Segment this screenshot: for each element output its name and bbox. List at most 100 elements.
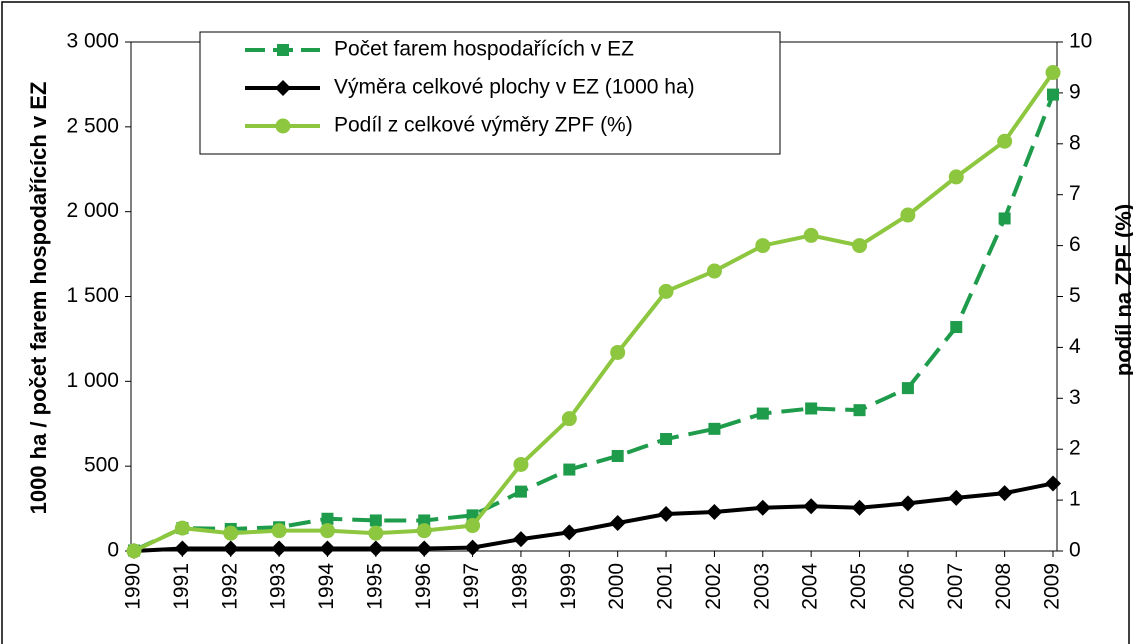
marker [319,540,336,557]
marker [369,514,382,527]
marker [174,540,191,557]
marker [852,238,868,254]
marker [416,540,433,557]
x-tick-label: 1996 [412,563,435,610]
marker [275,118,291,134]
marker [706,503,723,520]
legend-label: Počet farem hospodařících v EZ [334,38,634,61]
marker [277,44,289,56]
x-tick-label: 1999 [557,563,580,610]
x-tick-label: 1998 [508,563,531,610]
marker [996,485,1013,502]
y-tick-label: 3 000 [66,30,119,53]
marker [561,411,577,427]
y2-tick-label: 4 [1069,335,1081,358]
y2-axis-label: podíl na ZPF (%) [1111,204,1133,376]
x-tick-label: 2008 [992,563,1015,610]
y2-tick-label: 10 [1069,30,1092,53]
marker [466,509,479,522]
marker [275,80,291,96]
x-tick-label: 1992 [218,563,241,610]
x-tick-label: 1993 [267,563,290,610]
marker [756,407,769,420]
marker [321,512,334,525]
marker [803,498,820,515]
y-tick-label: 1 500 [66,284,119,307]
marker [223,525,239,541]
y-axis-label: 1000 ha / počet farem hospodařících v EZ [26,82,51,515]
y-tick-label: 2 000 [66,199,119,222]
marker [367,540,384,557]
y-tick-label: 2 500 [66,114,119,137]
marker [900,207,916,223]
y2-tick-label: 8 [1069,131,1081,154]
x-tick-label: 2002 [702,563,725,610]
y2-tick-label: 3 [1069,386,1081,409]
marker [1045,475,1061,492]
marker [708,422,721,435]
marker [464,539,481,556]
x-tick-label: 2001 [654,563,677,610]
legend-label: Podíl z celkové výměry ZPF (%) [334,114,633,137]
marker [174,520,190,536]
marker [222,540,239,557]
y2-tick-label: 9 [1069,80,1081,103]
y2-tick-label: 7 [1069,182,1081,205]
marker [514,485,527,498]
marker [948,169,964,185]
x-tick-label: 1990 [122,563,145,610]
marker [754,499,771,516]
legend: Počet farem hospodařících v EZ Výměra cel… [199,31,781,155]
y2-tick-label: 1 [1069,488,1081,511]
x-tick-label: 1995 [363,563,386,610]
marker [319,523,335,539]
marker [271,540,288,557]
x-tick-label: 1997 [460,563,483,610]
legend-box [199,31,781,155]
marker [803,227,819,243]
marker [997,133,1013,149]
marker [561,524,578,541]
marker [610,344,626,360]
marker [513,456,529,472]
x-tick-label: 2006 [895,563,918,610]
marker [901,382,914,395]
marker [755,238,771,254]
x-tick-label: 2005 [847,563,870,610]
y2-tick-label: 6 [1069,233,1081,256]
marker [611,449,624,462]
marker [899,495,916,512]
y-tick-label: 1 000 [66,369,119,392]
y2-tick-label: 5 [1069,284,1081,307]
marker [853,404,866,417]
marker [1045,65,1061,81]
x-tick-label: 1991 [170,563,193,610]
x-tick-label: 2003 [750,563,773,610]
marker [271,523,287,539]
y-tick-label: 500 [84,454,119,477]
series-line [133,481,1054,553]
x-tick-label: 2004 [799,563,822,610]
marker [660,433,673,446]
series-line [133,71,1055,553]
x-tick-label: 2007 [944,563,967,610]
marker [805,402,818,415]
y2-tick-label: 0 [1069,539,1081,562]
marker [563,463,576,476]
marker [948,489,965,506]
x-tick-label: 2000 [605,563,628,610]
marker [998,212,1011,225]
series-line [133,93,1055,553]
marker [950,321,963,334]
marker [368,525,384,541]
x-tick-label: 1994 [315,563,338,610]
marker [658,283,674,299]
marker [512,531,529,548]
marker [706,263,722,279]
marker [126,543,142,559]
x-tick-label: 2009 [1041,563,1064,610]
marker [418,514,431,527]
marker [465,518,481,534]
marker [851,499,868,516]
